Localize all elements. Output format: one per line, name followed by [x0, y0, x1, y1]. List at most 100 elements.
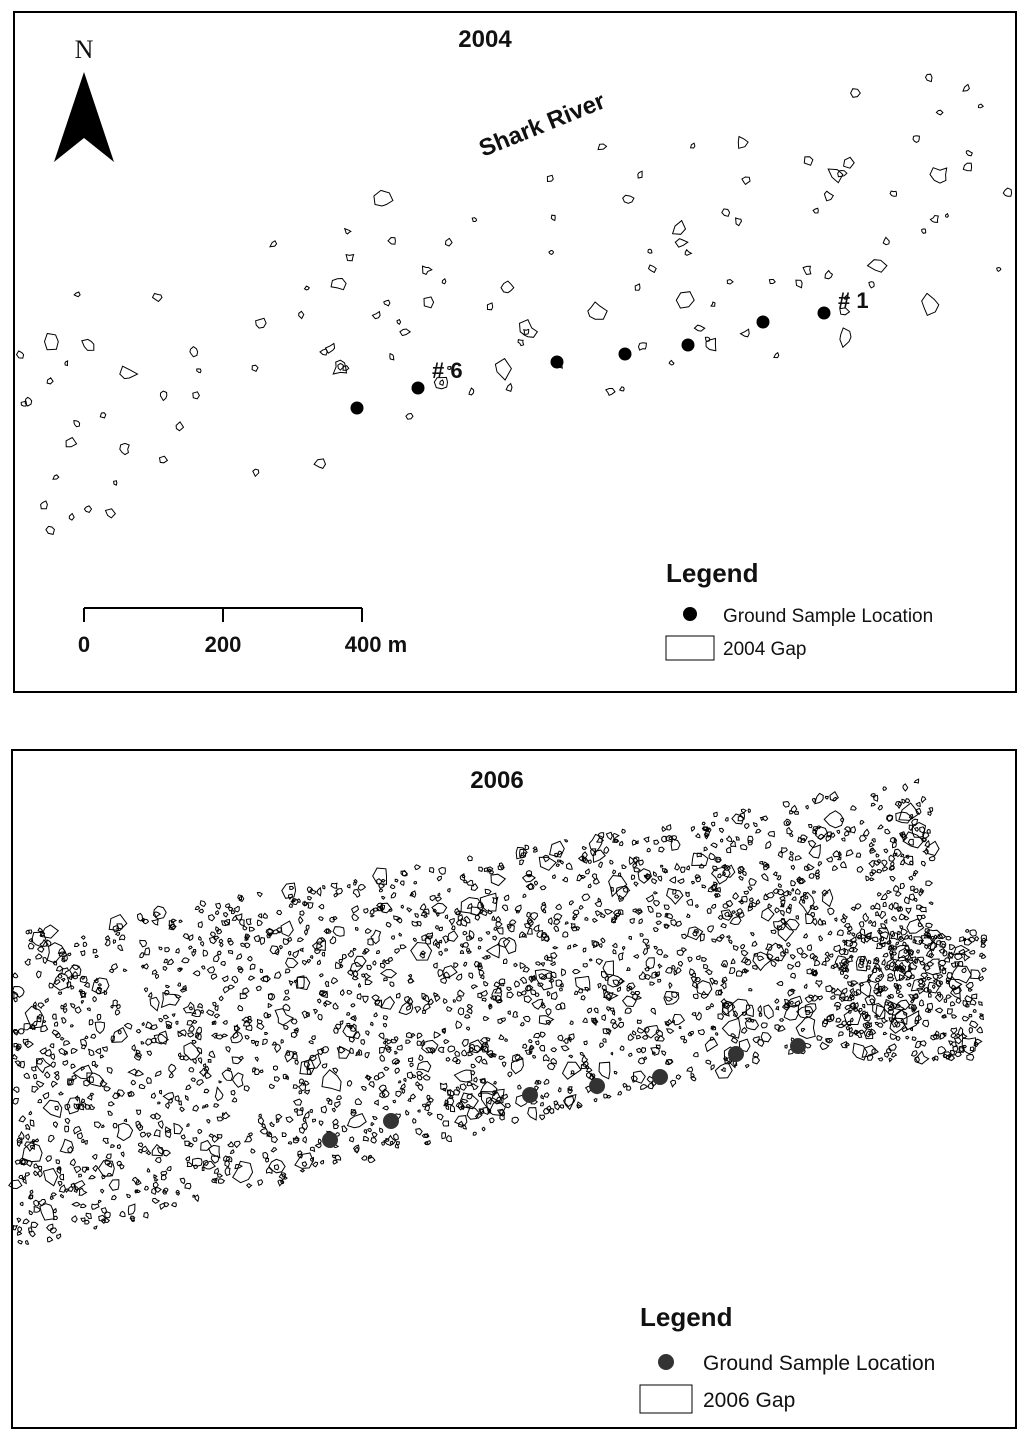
gap: [393, 1050, 398, 1055]
gap: [622, 1082, 628, 1089]
gap: [109, 1144, 116, 1148]
gap: [804, 996, 813, 1004]
gap: [886, 815, 894, 822]
gap: [838, 996, 845, 1003]
gap: [53, 1070, 60, 1076]
gap: [265, 1166, 273, 1174]
gap: [657, 875, 663, 882]
gap: [715, 893, 721, 898]
gap: [540, 903, 547, 912]
gap: [377, 1071, 386, 1080]
gap: [158, 1017, 164, 1023]
gap: [572, 909, 580, 916]
gap: [609, 859, 614, 865]
gap: [65, 1188, 69, 1194]
gap: [83, 981, 90, 988]
gap: [893, 966, 899, 972]
gap: [139, 952, 145, 959]
gap: [439, 379, 445, 386]
gap: [836, 856, 842, 861]
gap: [206, 1119, 211, 1124]
gap: [254, 1040, 260, 1047]
gap: [357, 1048, 363, 1056]
gap: [803, 156, 814, 166]
gap: [849, 1017, 854, 1023]
gap: [665, 913, 674, 920]
gap: [176, 1191, 181, 1196]
gap: [492, 1090, 498, 1095]
gap: [480, 1077, 487, 1084]
gap: [850, 804, 857, 811]
gap: [653, 839, 660, 845]
gap: [568, 1033, 575, 1041]
gap: [911, 818, 919, 827]
gap: [304, 929, 309, 936]
gap: [550, 952, 558, 960]
gap: [16, 1231, 23, 1236]
gap: [285, 1116, 294, 1123]
gap: [649, 981, 656, 986]
gap: [885, 1047, 892, 1054]
gap: [394, 1067, 401, 1075]
gap: [80, 976, 86, 981]
gap: [212, 1001, 217, 1007]
gap: [890, 932, 899, 941]
gap: [135, 1028, 142, 1034]
gap: [173, 1122, 184, 1135]
gap: [741, 967, 748, 974]
gap: [379, 1127, 384, 1133]
gap: [978, 975, 985, 982]
gap: [668, 876, 677, 884]
gap: [602, 1038, 607, 1043]
gap: [735, 217, 743, 227]
gap: [784, 1044, 788, 1049]
gap: [661, 835, 667, 843]
gap: [606, 1028, 612, 1036]
gap: [331, 1154, 337, 1159]
gap: [789, 954, 796, 960]
gap: [763, 1004, 774, 1020]
gap: [863, 1014, 871, 1022]
gap: [45, 525, 55, 535]
gap: [598, 1061, 611, 1080]
gap: [632, 908, 637, 913]
gap: [147, 991, 153, 999]
gap: [423, 1133, 430, 1139]
gap: [1002, 187, 1013, 197]
gap: [216, 928, 223, 935]
gap: [376, 878, 383, 885]
gap: [309, 1108, 314, 1114]
gap: [587, 859, 592, 864]
gap: [665, 835, 673, 843]
gap: [19, 1157, 26, 1165]
gap: [182, 933, 190, 940]
gap: [70, 985, 75, 990]
gap: [752, 1056, 761, 1065]
gap: [789, 850, 795, 856]
gap: [886, 939, 892, 945]
gap: [33, 1205, 41, 1213]
gap: [80, 1044, 87, 1050]
gap: [77, 1103, 85, 1111]
gap: [593, 1098, 598, 1103]
gap: [332, 1002, 339, 1010]
gap: [914, 1040, 922, 1049]
gap: [928, 807, 934, 813]
gap: [154, 1156, 162, 1164]
gap: [657, 978, 662, 983]
gap: [227, 906, 234, 912]
gap: [570, 1070, 575, 1076]
gap: [290, 1018, 298, 1025]
gap: [421, 1039, 439, 1054]
gap: [85, 1212, 92, 1220]
gap: [35, 1138, 40, 1143]
gap: [470, 1070, 476, 1076]
gap: [665, 1058, 674, 1066]
gap: [549, 961, 556, 967]
gap: [793, 810, 800, 815]
gap: [926, 961, 935, 967]
gap: [700, 990, 710, 999]
gap: [269, 240, 278, 248]
gap: [675, 291, 695, 309]
gap: [762, 815, 769, 822]
